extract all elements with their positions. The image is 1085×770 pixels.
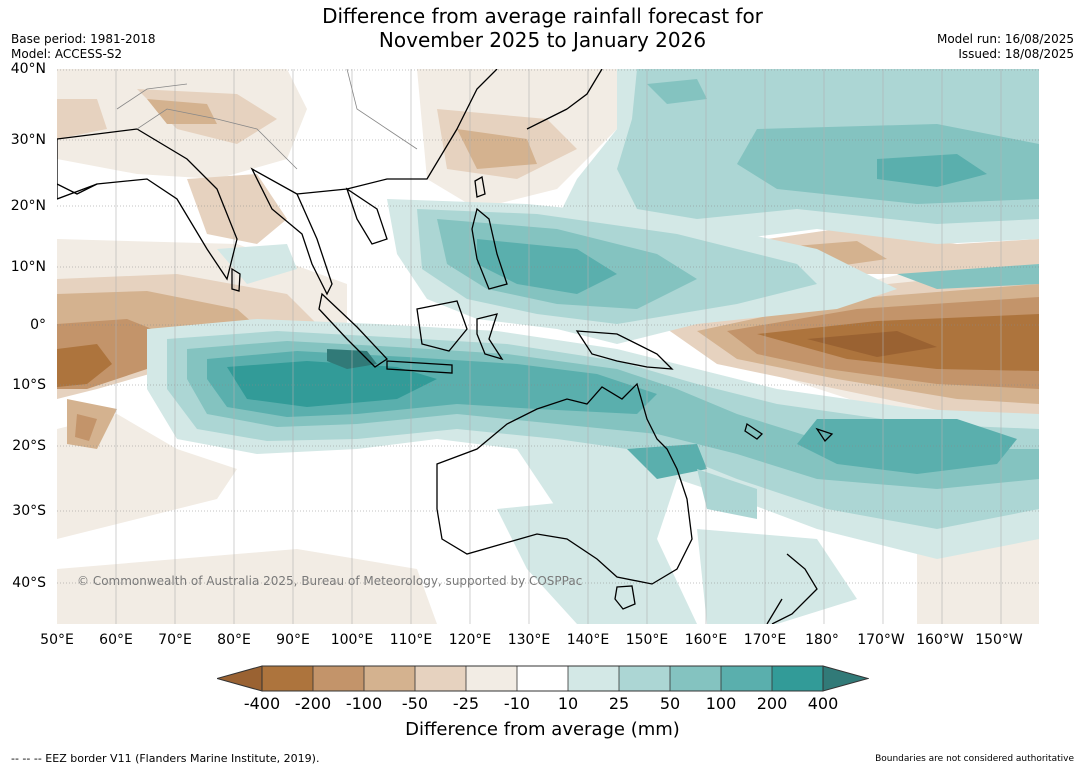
swatch-pos25-50 <box>619 666 670 691</box>
swatch-neutral <box>517 666 568 691</box>
title-line-2: November 2025 to January 2026 <box>378 28 707 52</box>
lat-label-40s: 40°S <box>12 575 46 591</box>
swatch-neg50-25 <box>415 666 466 691</box>
swatch-pos200-400 <box>772 666 823 691</box>
legend-title: Difference from average (mm) <box>405 719 680 740</box>
taiwan-coast <box>474 175 486 198</box>
lat-label-10n: 10°N <box>10 259 46 275</box>
legend-tick: -100 <box>345 694 383 713</box>
new-caledonia-coast <box>744 422 764 440</box>
rainfall-map <box>57 69 1039 624</box>
lat-label-30s: 30°S <box>12 503 46 519</box>
lon-label-120e: 120°E <box>448 632 492 648</box>
new-guinea-coast <box>575 330 674 370</box>
model-name: Model: ACCESS-S2 <box>11 47 123 61</box>
new-zealand-coast <box>766 553 818 624</box>
lat-label-equator: 0° <box>30 317 46 333</box>
indochina-east-coast <box>345 187 388 245</box>
lon-label-60e: 60°E <box>99 632 133 648</box>
swatch-neg400-200 <box>262 666 313 691</box>
boundary-disclaimer: Boundaries are not considered authoritat… <box>875 754 1074 764</box>
colorbar-svg <box>215 665 870 692</box>
swatch-lt-neg400 <box>215 665 263 692</box>
legend-tick: -25 <box>452 694 480 713</box>
meta-left: Base period: 1981-2018 Model: ACCESS-S2 <box>11 32 156 62</box>
legend-tick: 400 <box>807 694 839 713</box>
model-run: Model run: 16/08/2025 <box>936 32 1074 46</box>
map-title: Difference from average rainfall forecas… <box>0 4 1085 52</box>
issued-date: Issued: 18/08/2025 <box>958 47 1074 61</box>
graticule <box>57 69 1039 624</box>
japan-coast <box>526 69 603 130</box>
copyright-notice: © Commonwealth of Australia 2025, Bureau… <box>77 574 583 588</box>
lat-label-40n: 40°N <box>10 61 46 77</box>
lat-label-30n: 30°N <box>10 132 46 148</box>
java-coast <box>386 360 453 374</box>
lat-label-20s: 20°S <box>12 438 46 454</box>
lat-label-20n: 20°N <box>10 198 46 214</box>
swatch-gt400 <box>822 665 870 692</box>
meta-right: Model run: 16/08/2025 Issued: 18/08/2025 <box>937 32 1074 62</box>
lon-label-70e: 70°E <box>158 632 192 648</box>
lon-label-170e: 170°E <box>743 632 787 648</box>
legend-tick: 100 <box>705 694 737 713</box>
india-coast <box>57 128 238 281</box>
wet-anomaly-areas <box>147 69 1039 624</box>
lon-label-170w: 170°W <box>857 632 905 648</box>
title-line-1: Difference from average rainfall forecas… <box>322 4 763 28</box>
lon-label-160w: 160°W <box>916 632 964 648</box>
lon-label-130e: 130°E <box>507 632 551 648</box>
lon-label-110e: 110°E <box>389 632 433 648</box>
eez-note: -- -- -- EEZ border V11 (Flanders Marine… <box>11 752 320 765</box>
lon-label-50e: 50°E <box>40 632 74 648</box>
legend-tick: 200 <box>756 694 788 713</box>
legend-tick: -200 <box>294 694 332 713</box>
fiji-coast <box>815 427 834 443</box>
australia-coast <box>436 382 693 585</box>
legend-colorbar <box>215 664 870 698</box>
sumatra-coast <box>318 292 388 368</box>
swatch-pos100-200 <box>721 666 772 691</box>
indochina-coast <box>250 167 333 296</box>
lon-label-160e: 160°E <box>684 632 728 648</box>
map-canvas <box>57 69 1039 624</box>
swatch-pos50-100 <box>670 666 721 691</box>
lon-label-100e: 100°E <box>330 632 374 648</box>
swatch-neg200-100 <box>313 666 364 691</box>
swatch-pos10-25 <box>568 666 619 691</box>
lon-label-140e: 140°E <box>566 632 610 648</box>
legend-tick: 25 <box>608 694 630 713</box>
sri-lanka-coast <box>231 267 241 292</box>
legend-tick: -400 <box>243 694 281 713</box>
coastlines <box>57 69 834 624</box>
philippines-coast <box>471 207 508 290</box>
legend-tick: 50 <box>659 694 681 713</box>
arabia-coast <box>57 183 98 195</box>
swatch-neg25-10 <box>466 666 517 691</box>
swatch-neg100-50 <box>364 666 415 691</box>
sulawesi-coast <box>476 313 504 361</box>
base-period: Base period: 1981-2018 <box>11 32 156 46</box>
lon-label-150e: 150°E <box>625 632 669 648</box>
lon-label-150w: 150°W <box>975 632 1023 648</box>
borneo-coast <box>416 300 468 352</box>
legend-tick: -50 <box>401 694 429 713</box>
country-borders <box>116 69 418 170</box>
lon-label-80e: 80°E <box>217 632 251 648</box>
lat-label-10s: 10°S <box>12 377 46 393</box>
lon-label-180: 180° <box>805 632 839 648</box>
legend-tick: 10 <box>557 694 579 713</box>
lon-label-90e: 90°E <box>276 632 310 648</box>
tasmania-coast <box>614 585 636 610</box>
legend-tick: -10 <box>503 694 531 713</box>
